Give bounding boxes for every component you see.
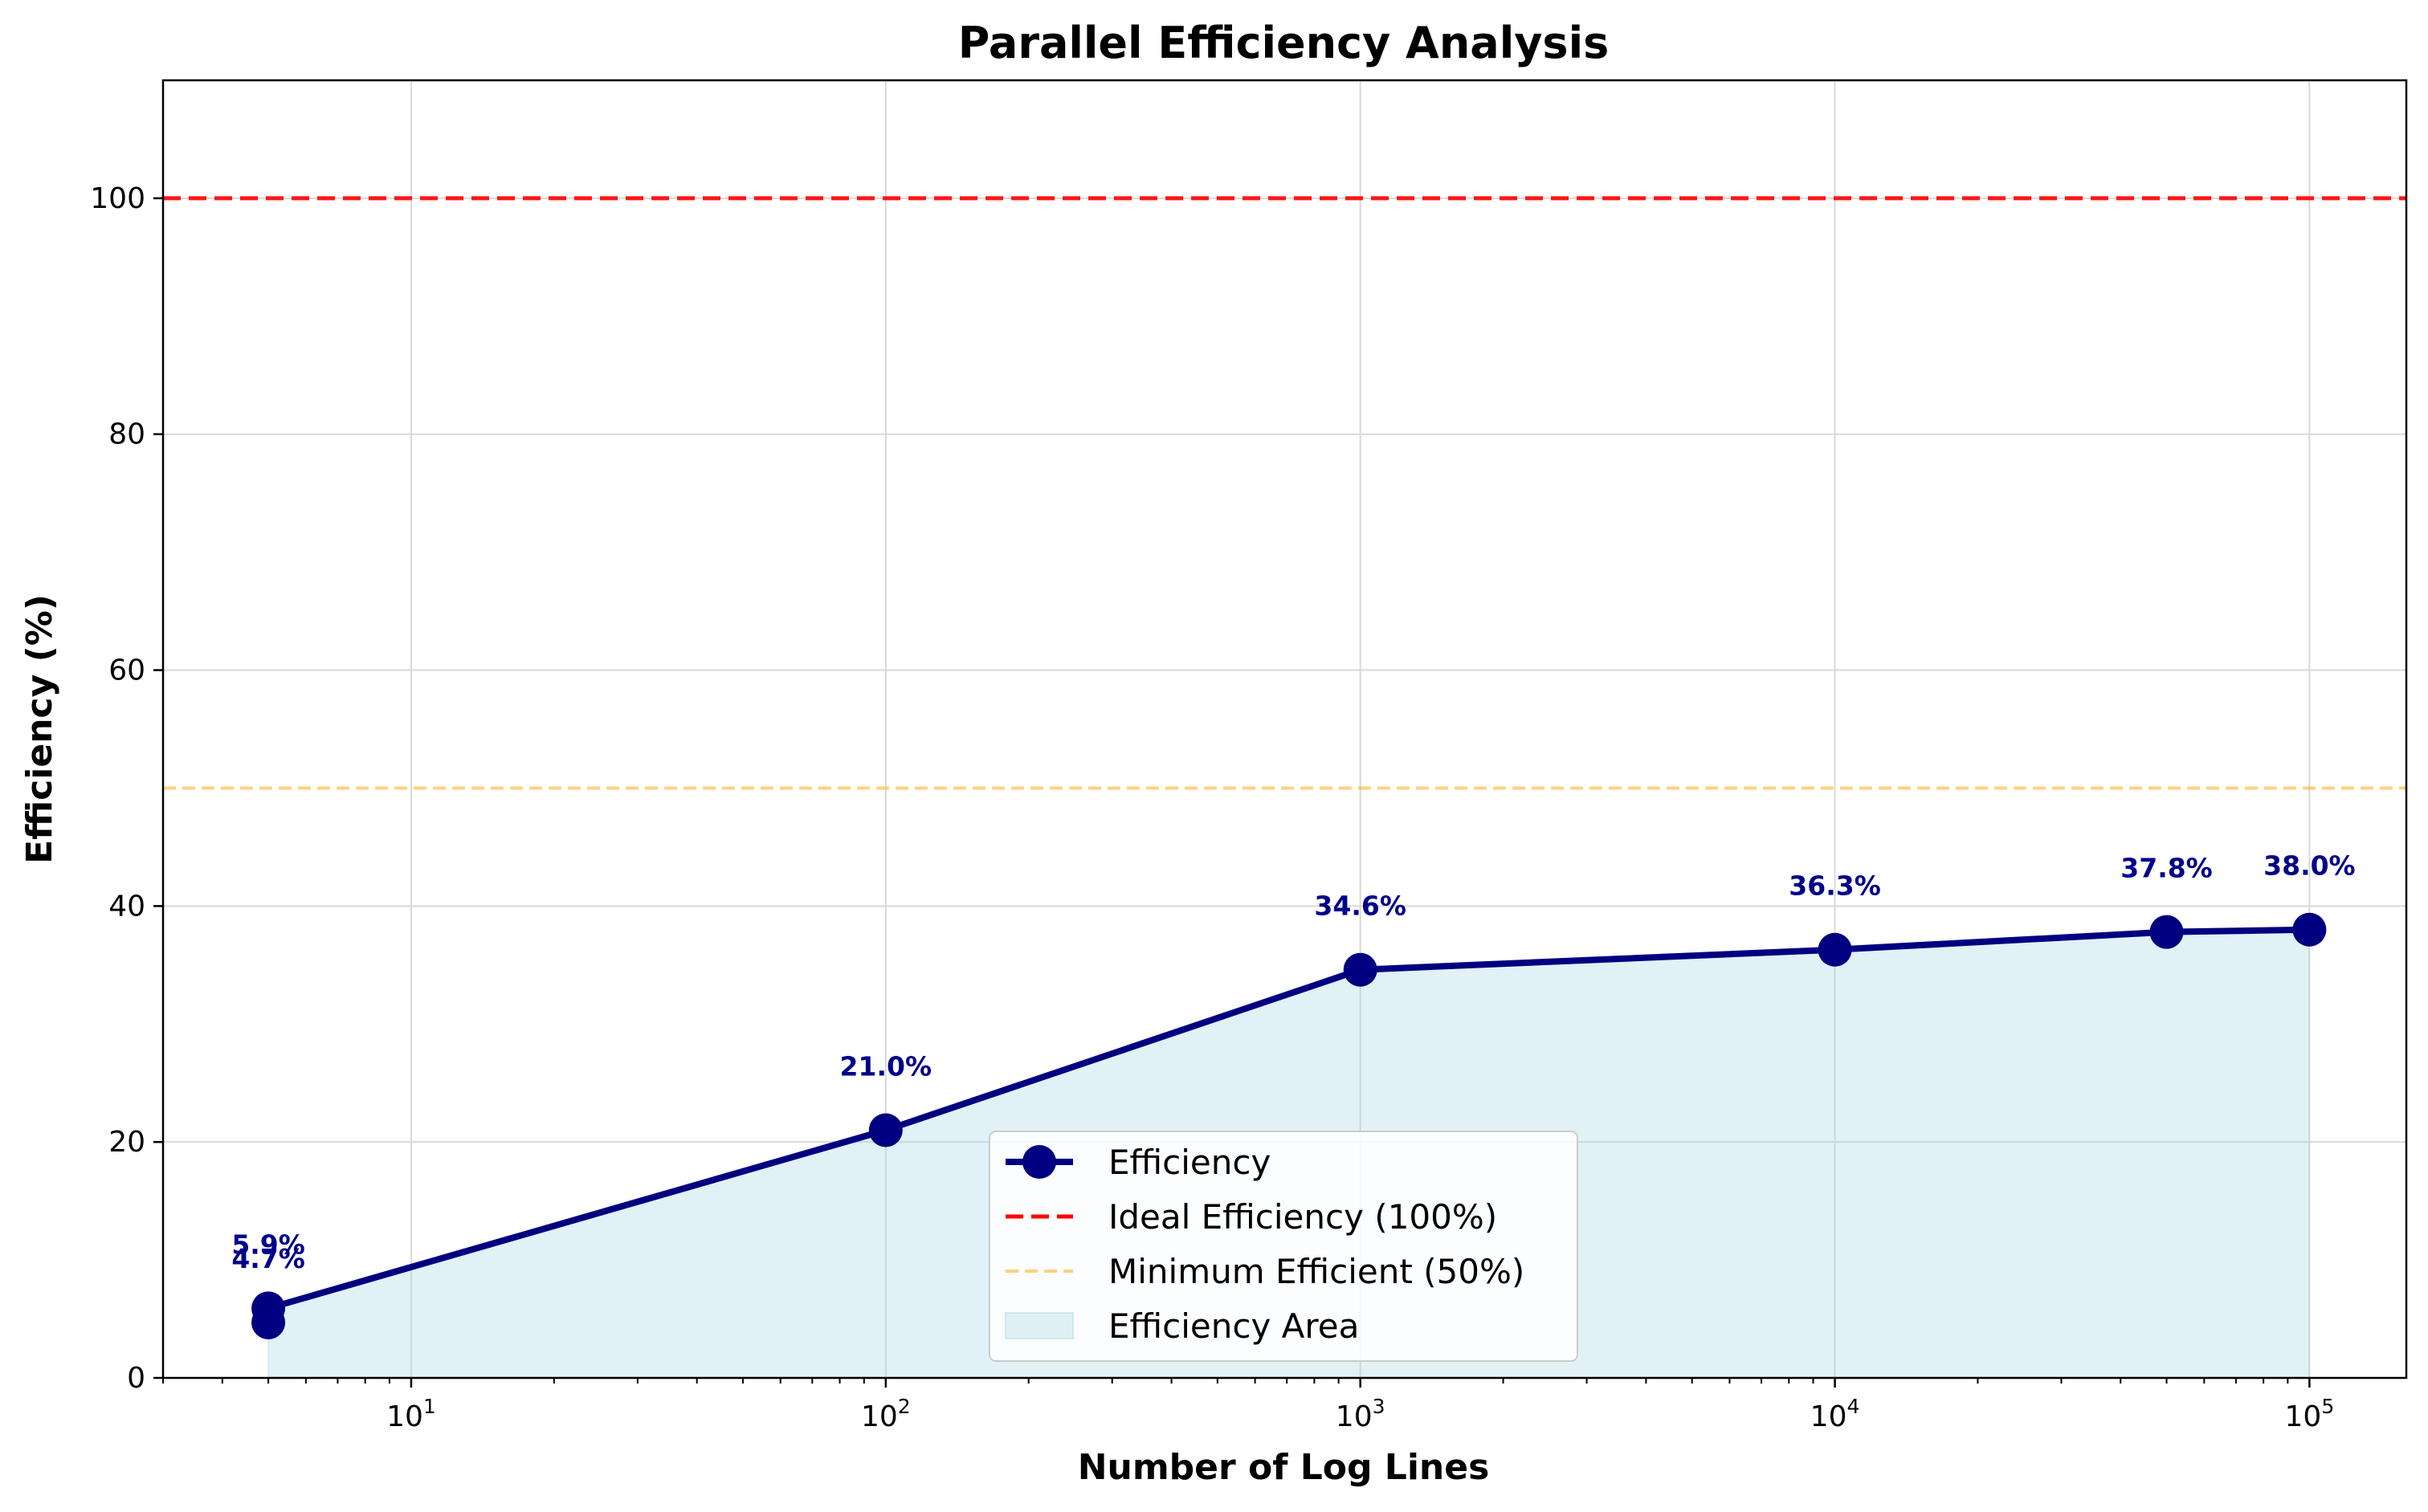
series-layer (251, 912, 2327, 1339)
efficiency-point (1343, 952, 1377, 987)
legend-entry-label: Minimum Efficient (50%) (1108, 1252, 1524, 1291)
y-tick-label: 20 (108, 1126, 145, 1159)
x-tick-label: 102 (861, 1395, 911, 1433)
legend-box (989, 1131, 1578, 1362)
legend-entry-label: Ideal Efficiency (100%) (1108, 1197, 1497, 1237)
chart-title: Parallel Efficiency Analysis (958, 18, 1609, 68)
data-label: 36.3% (1789, 870, 1881, 902)
axes: 0 20 40 60 80 100 101 102 103 104 105 (90, 182, 2334, 1433)
y-tick-label: 80 (108, 418, 145, 451)
data-label: 34.6% (1314, 890, 1406, 922)
data-labels: 4.7%5.9% 21.0% 34.6% 36.3% 37.8% 38.0% (231, 850, 2355, 1274)
efficiency-point (2292, 912, 2327, 947)
data-label: 21.0% (840, 1050, 932, 1082)
plot-frame (161, 79, 2408, 1380)
x-axis-label: Number of Log Lines (1078, 1447, 1490, 1488)
efficiency-point (251, 1291, 286, 1326)
legend: Efficiency Ideal Efficiency (100%) Minimum… (989, 1131, 1578, 1362)
y-tick-label: 60 (108, 654, 145, 687)
data-label: 38.0% (2263, 850, 2356, 882)
efficiency-point (1818, 932, 1852, 967)
data-label: 4.7% (231, 1243, 305, 1274)
legend-area-swatch (1005, 1312, 1074, 1339)
y-tick-label: 40 (108, 890, 145, 923)
x-tick-label: 101 (386, 1395, 436, 1433)
data-label: 37.8% (2120, 853, 2213, 884)
efficiency-point (2149, 915, 2184, 949)
x-tick-label: 104 (1810, 1395, 1860, 1433)
x-tick-label: 105 (2285, 1395, 2335, 1433)
data-label: 5.9% (231, 1229, 305, 1260)
legend-efficiency-marker (1022, 1145, 1056, 1179)
x-tick-label: 103 (1336, 1395, 1385, 1433)
legend-entry-label: Efficiency Area (1108, 1306, 1359, 1346)
legend-entry-label: Efficiency (1108, 1143, 1271, 1182)
y-tick-label: 100 (90, 182, 145, 215)
y-tick-label: 0 (127, 1362, 145, 1395)
y-axis-label: Efficiency (%) (19, 594, 60, 864)
reference-lines (163, 196, 2406, 790)
efficiency-point (868, 1113, 903, 1147)
